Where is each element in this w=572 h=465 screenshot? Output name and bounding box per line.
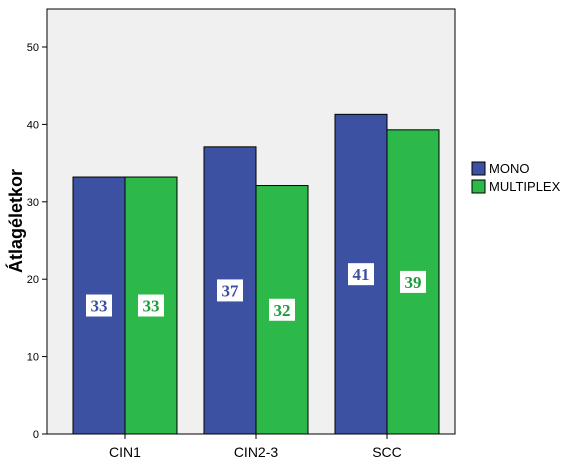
- x-axis: CIN1 CIN2-3 SCC: [109, 434, 402, 460]
- y-tick-label: 10: [27, 352, 39, 364]
- y-tick-label: 30: [27, 197, 39, 209]
- data-label-box: [138, 294, 164, 317]
- legend-label: MONO: [489, 161, 529, 176]
- x-tick-label: CIN1: [109, 444, 141, 460]
- data-label-box: [86, 294, 112, 317]
- data-label-box: [269, 298, 295, 321]
- legend: MONO MULTIPLEX: [471, 161, 561, 194]
- y-axis: 0 10 20 30 40 50: [27, 42, 47, 441]
- y-tick-label: 0: [33, 429, 39, 441]
- data-label-box: [348, 263, 374, 286]
- data-label: 33: [143, 297, 160, 316]
- data-label-box: [217, 279, 243, 302]
- y-axis-label: Átlagéletkor: [5, 169, 26, 273]
- bars: 33 33 37 32 41 39: [72, 113, 440, 435]
- data-label: 37: [222, 281, 240, 300]
- legend-swatch: [471, 161, 486, 176]
- y-tick-label: 50: [27, 42, 39, 54]
- legend-swatch: [471, 179, 486, 194]
- x-tick-label: SCC: [372, 444, 402, 460]
- data-label-box: [400, 270, 426, 293]
- y-tick-label: 40: [27, 119, 39, 131]
- data-label: 32: [274, 301, 291, 320]
- legend-label: MULTIPLEX: [489, 179, 561, 194]
- data-label: 41: [353, 265, 370, 284]
- data-label: 39: [405, 273, 422, 292]
- data-label: 33: [91, 297, 108, 316]
- y-tick-label: 20: [27, 274, 39, 286]
- x-tick-label: CIN2-3: [234, 444, 279, 460]
